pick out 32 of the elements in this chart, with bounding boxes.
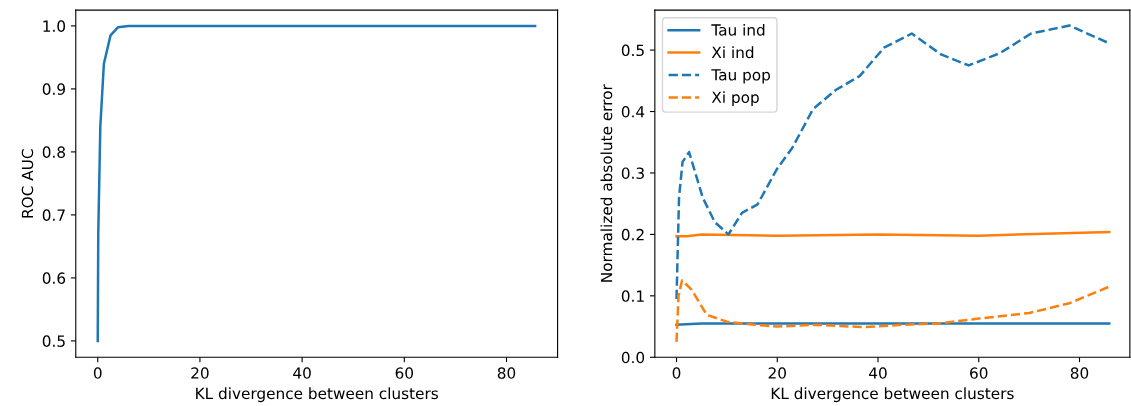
y-tick-label: 0.2 [621,228,644,241]
y-axis-title: ROC AUC [21,149,34,218]
x-tick-label: 40 [869,367,887,379]
legend-label: Xi ind [711,46,754,59]
x-tick-label: 0 [93,367,102,379]
y-tick-label: 0.8 [42,146,66,158]
y-tick-label: 0.0 [621,351,645,364]
y-tick-label: 0.5 [42,335,65,347]
y-tick-label: 0.6 [42,272,66,284]
x-tick-label: 60 [970,367,988,379]
x-axis-title: KL divergence between clusters [196,387,438,403]
x-tick-label: 40 [293,367,311,379]
x-axis-title: KL divergence between clusters [771,387,1014,403]
x-tick-label: 60 [395,367,414,379]
legend-label: Tau ind [711,23,765,36]
y-tick-label: 0.4 [621,105,645,118]
y-tick-label: 1.0 [43,20,66,32]
x-tick-label: 20 [768,367,786,379]
y-tick-label: 0.9 [42,83,65,95]
x-tick-label: 20 [191,367,209,379]
legend-label: Xi pop [711,91,759,106]
x-tick-label: 80 [497,367,516,379]
y-tick-label: 0.7 [42,209,65,221]
y-tick-label: 0.5 [621,44,644,57]
line-series [675,279,1111,344]
y-tick-label: 0.1 [621,290,644,302]
line-series [96,24,537,343]
y-tick-label: 0.3 [621,167,644,179]
legend-label: Tau pop [711,69,770,84]
x-tick-label: 80 [1070,367,1089,379]
y-axis-title: Normalized absolute error [600,84,613,282]
x-tick-label: 0 [672,367,681,379]
